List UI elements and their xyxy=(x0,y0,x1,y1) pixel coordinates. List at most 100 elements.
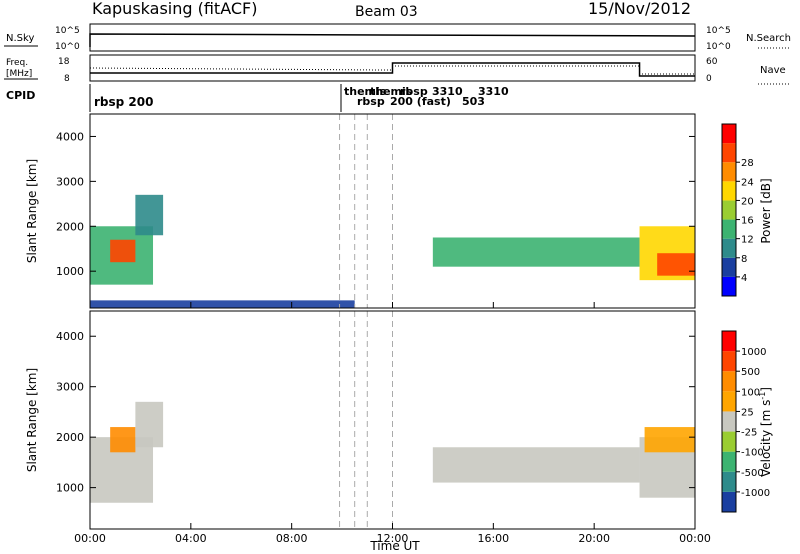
colorbar-tick-label: 100 xyxy=(741,387,760,398)
freq-tick-top: 18 xyxy=(58,57,70,67)
power-colorbar-label: Power [dB] xyxy=(759,178,773,243)
power-ylabel: Slant Range [km] xyxy=(25,159,39,263)
time-axis-label: Time UT xyxy=(369,539,420,553)
cpid-entry-9: 503 xyxy=(462,95,485,108)
colorbar-tick-label: 24 xyxy=(741,177,754,188)
freq-label-1: Freq. xyxy=(6,58,28,68)
range-tick-label: 1000 xyxy=(56,265,84,278)
colorbar-segment xyxy=(722,471,736,492)
cpid-entry-5: 200 (fast) xyxy=(390,95,451,108)
range-tick-label: 3000 xyxy=(56,175,84,188)
range-tick-label: 2000 xyxy=(56,220,84,233)
velocity-ylabel: Slant Range [km] xyxy=(25,368,39,472)
velocity-mode-lines xyxy=(339,311,393,529)
colorbar-segment xyxy=(722,124,736,144)
colorbar-tick-label: 12 xyxy=(741,235,754,246)
colorbar-frame xyxy=(721,330,737,513)
velocity-colorbar-label-close: ] xyxy=(759,387,773,392)
freq-trace xyxy=(90,62,695,77)
nave-label: Nave xyxy=(760,65,786,76)
time-axis: 00:00 04:00 08:00 12:00 16:00 20:00 00:00 xyxy=(74,302,711,545)
colorbar-segment xyxy=(722,371,736,392)
station-title: Kapuskasing (fitACF) xyxy=(92,0,257,18)
colorbar-tick-label: -100 xyxy=(741,448,764,459)
nsky-trace xyxy=(89,33,696,47)
range-tick-label: 1000 xyxy=(56,482,84,495)
freq-tick-bottom: 8 xyxy=(64,74,70,84)
power-heatmap xyxy=(90,194,695,308)
colorbar-tick-label: 8 xyxy=(741,254,747,265)
colorbar-segment xyxy=(722,200,736,220)
nsky-label: N.Sky xyxy=(6,33,34,44)
velocity-colorbar-label-text: Velocity [m s xyxy=(759,400,773,477)
velocity-colorbar: 1000 500 100 25 -25 -100 -500 -1000 xyxy=(721,330,770,513)
cpid-entry-3: rbsp xyxy=(357,95,385,108)
heatmap-cell xyxy=(90,300,355,308)
colorbar-tick-label: 25 xyxy=(741,407,754,418)
heatmap-cell xyxy=(135,194,164,236)
cpid-entry-4: themis xyxy=(370,85,413,98)
heatmap-cell xyxy=(110,427,136,453)
time-tick-label: 04:00 xyxy=(175,532,207,545)
colorbar-segment xyxy=(722,331,736,352)
colorbar-tick-label: 16 xyxy=(741,216,754,227)
heatmap-cell xyxy=(657,253,695,276)
nave-tick-bottom: 0 xyxy=(706,74,712,84)
colorbar-frame xyxy=(721,123,737,297)
nave-tick-top: 60 xyxy=(706,57,718,67)
colorbar-tick-label: 20 xyxy=(741,196,754,207)
range-tick-label: 2000 xyxy=(56,431,84,444)
nsky-tick-bottom: 10^0 xyxy=(55,42,80,52)
range-tick-label: 4000 xyxy=(56,130,84,143)
colorbar-segment xyxy=(722,351,736,372)
colorbar-segment xyxy=(722,276,736,296)
cpid-entry-1: rbsp 200 xyxy=(94,95,153,109)
heatmap-cell xyxy=(110,239,136,263)
power-mode-lines xyxy=(339,114,393,308)
colorbar-segment xyxy=(722,391,736,412)
colorbar-segment xyxy=(722,411,736,432)
time-tick-label: 00:00 xyxy=(679,532,711,545)
beam-label: Beam 03 xyxy=(355,4,418,20)
velocity-colorbar-label: Velocity [m s-1] xyxy=(758,387,773,477)
colorbar-tick-label: 500 xyxy=(741,367,760,378)
colorbar-tick-label: 1000 xyxy=(741,347,766,358)
power-y-axis: 1000 2000 3000 4000 xyxy=(56,130,695,278)
colorbar-tick-label: -1000 xyxy=(741,488,770,499)
colorbar-segment xyxy=(722,257,736,277)
cpid-entry-7: 3310 xyxy=(432,85,463,98)
nave-trace xyxy=(89,65,695,75)
colorbar-segment xyxy=(722,143,736,163)
nsearch-label: N.Search xyxy=(746,33,791,44)
date-label: 15/Nov/2012 xyxy=(588,0,691,18)
colorbar-tick-label: -500 xyxy=(741,468,764,479)
time-tick-label: 00:00 xyxy=(74,532,106,545)
nsearch-tick-top: 10^5 xyxy=(706,26,731,36)
freq-label-2: [MHz] xyxy=(6,69,32,79)
range-tick-label: 3000 xyxy=(56,381,84,394)
colorbar-segment xyxy=(722,431,736,452)
nsearch-tick-bottom: 10^0 xyxy=(706,42,731,52)
nsky-panel-frame xyxy=(89,23,696,52)
time-tick-label: 08:00 xyxy=(276,532,308,545)
time-tick-label: 16:00 xyxy=(477,532,509,545)
colorbar-tick-label: 28 xyxy=(741,158,754,169)
heatmap-cell xyxy=(432,237,640,267)
colorbar-tick-label: 4 xyxy=(741,273,747,284)
cpid-entry-6: rbsp xyxy=(400,85,428,98)
colorbar-segment xyxy=(722,451,736,472)
heatmap-cell xyxy=(644,427,695,453)
colorbar-segment xyxy=(722,219,736,239)
colorbar-segment xyxy=(722,491,736,512)
cpid-label: CPID xyxy=(6,89,35,102)
colorbar-segment xyxy=(722,162,736,182)
range-tick-label: 4000 xyxy=(56,330,84,343)
velocity-y-axis: 1000 2000 3000 4000 xyxy=(56,330,695,495)
cpid-entry-2: themis xyxy=(344,85,387,98)
time-tick-label: 20:00 xyxy=(578,532,610,545)
velocity-colorbar-label-sup: -1 xyxy=(758,392,767,400)
colorbar-segment xyxy=(722,181,736,201)
colorbar-segment xyxy=(722,238,736,258)
heatmap-cell xyxy=(432,447,640,483)
